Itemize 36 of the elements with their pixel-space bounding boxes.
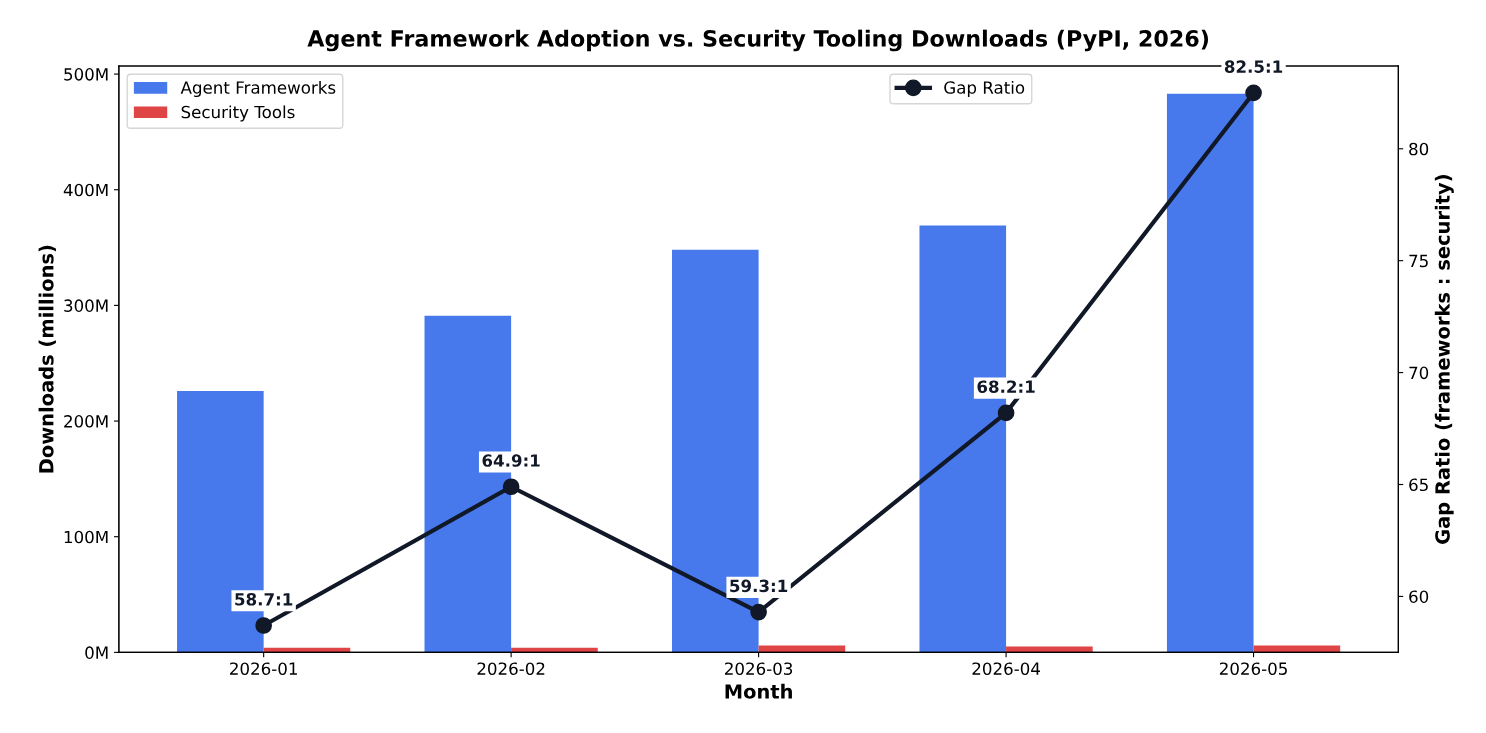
legend-label: Agent Frameworks bbox=[180, 80, 336, 98]
x-tick-label: 2026-04 bbox=[972, 662, 1040, 675]
y2-axis-title: Gap Ratio (frameworks : security) bbox=[1434, 175, 1454, 544]
y-axis-title: Downloads (millions) bbox=[38, 245, 56, 473]
data-label: 68.2:1 bbox=[977, 380, 1035, 393]
x-tick-label: 2026-03 bbox=[725, 662, 793, 675]
data-label: 58.7:1 bbox=[235, 593, 293, 606]
x-axis-title: Month bbox=[725, 683, 792, 699]
y-tick-label: 400M bbox=[63, 183, 108, 197]
data-label: 64.9:1 bbox=[482, 454, 540, 467]
y-tick-label: 200M bbox=[64, 415, 108, 428]
bar bbox=[758, 645, 846, 653]
legend-label: Gap Ratio bbox=[944, 80, 1025, 98]
point bbox=[502, 478, 520, 496]
y2-tick-label: 80 bbox=[1409, 142, 1429, 156]
y-tick-label: 0M bbox=[85, 646, 108, 659]
point bbox=[750, 603, 767, 621]
y2-tick-label: 65 bbox=[1409, 478, 1428, 492]
point bbox=[1245, 84, 1262, 102]
y2-tick-label: 75 bbox=[1409, 254, 1428, 268]
point bbox=[997, 404, 1015, 422]
bar bbox=[1253, 645, 1341, 653]
y2-tick-label: 60 bbox=[1409, 590, 1429, 603]
y-tick-label: 100M bbox=[64, 530, 108, 544]
x-tick-label: 2026-05 bbox=[1219, 662, 1287, 675]
y2-tick-label: 70 bbox=[1409, 366, 1429, 380]
point bbox=[255, 617, 272, 634]
data-label: 82.5:1 bbox=[1224, 60, 1283, 73]
x-tick-label: 2026-01 bbox=[230, 662, 297, 675]
y-tick-label: 500M bbox=[64, 68, 108, 81]
data-label: 59.3:1 bbox=[730, 579, 788, 593]
legend-label: Security Tools bbox=[181, 105, 295, 122]
y-tick-label: 300M bbox=[64, 299, 108, 312]
bar bbox=[1166, 93, 1254, 653]
chart-title: Agent Framework Adoption vs. Security Tooling Downloads (PyPI, 2026) bbox=[307, 29, 1209, 52]
x-tick-label: 2026-02 bbox=[477, 662, 545, 675]
